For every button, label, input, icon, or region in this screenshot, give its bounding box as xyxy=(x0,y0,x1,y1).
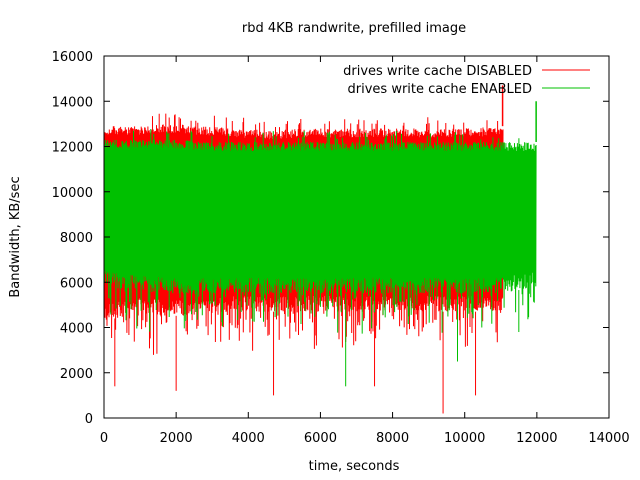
legend-label-enabled: drives write cache ENABLED xyxy=(348,82,532,97)
series-line xyxy=(103,128,537,334)
y-tick-label: 2000 xyxy=(60,367,93,382)
series-disabled xyxy=(103,85,504,414)
legend: drives write cache DISABLED drives write… xyxy=(343,64,590,97)
y-tick-label: 10000 xyxy=(52,186,93,201)
x-axis-label: time, seconds xyxy=(309,459,400,474)
plot-series xyxy=(103,85,537,414)
y-tick-label: 0 xyxy=(85,412,93,427)
x-tick-label: 6000 xyxy=(304,431,337,446)
y-axis: 0 2000 4000 6000 8000 10000 12000 14000 16000 xyxy=(52,50,609,427)
x-tick-label: 4000 xyxy=(232,431,265,446)
y-tick-label: 16000 xyxy=(52,50,93,65)
x-tick-label: 8000 xyxy=(376,431,409,446)
x-tick-label: 14000 xyxy=(588,431,629,446)
series-enabled xyxy=(103,101,537,387)
y-tick-label: 14000 xyxy=(52,95,93,110)
y-tick-label: 4000 xyxy=(60,322,93,337)
series-line xyxy=(103,113,504,355)
legend-label-disabled: drives write cache DISABLED xyxy=(343,64,532,79)
y-axis-label: Bandwidth, KB/sec xyxy=(8,176,23,297)
chart-title: rbd 4KB randwrite, prefilled image xyxy=(242,21,466,36)
y-tick-label: 8000 xyxy=(60,231,93,246)
y-tick-label: 12000 xyxy=(52,141,93,156)
x-tick-label: 2000 xyxy=(160,431,193,446)
x-axis: 0 2000 4000 6000 8000 10000 12000 14000 xyxy=(100,56,630,446)
y-tick-label: 6000 xyxy=(60,276,93,291)
x-tick-label: 0 xyxy=(100,431,108,446)
x-tick-label: 10000 xyxy=(444,431,485,446)
x-tick-label: 12000 xyxy=(516,431,557,446)
